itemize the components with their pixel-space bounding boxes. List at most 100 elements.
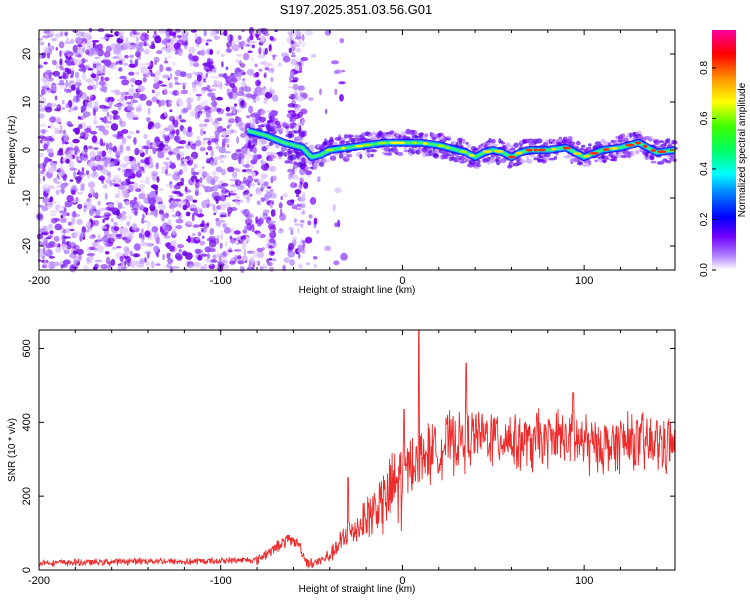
noise-blob — [260, 27, 269, 35]
noise-blob — [145, 62, 151, 66]
noise-blob — [189, 236, 195, 244]
noise-blob — [196, 135, 201, 140]
snr-panel: -200 -100 0 100 0 200 400 600 Height of straigh… — [7, 329, 676, 595]
noise-blob — [288, 226, 294, 231]
noise-blob — [39, 123, 47, 127]
noise-blob — [290, 40, 294, 45]
noise-blob — [225, 189, 229, 193]
signal-halo — [602, 159, 607, 163]
noise-blob — [78, 123, 83, 129]
noise-blob — [80, 115, 87, 119]
noise-blob — [290, 54, 296, 58]
signal-halo — [285, 128, 290, 134]
spectrogram-y-tick-label: 20 — [21, 48, 33, 60]
noise-blob — [71, 185, 77, 189]
noise-blob — [156, 252, 160, 258]
noise-blob — [295, 47, 301, 53]
noise-blob — [176, 90, 179, 97]
noise-blob — [64, 141, 69, 145]
noise-blob — [107, 203, 114, 208]
noise-blob — [163, 60, 169, 64]
noise-blob — [182, 127, 187, 135]
noise-blob — [145, 70, 152, 77]
noise-blob — [271, 258, 277, 262]
noise-blob — [57, 149, 64, 155]
noise-blob — [299, 65, 303, 73]
noise-blob — [288, 242, 295, 251]
noise-blob — [300, 211, 305, 215]
noise-blob — [287, 86, 295, 89]
noise-blob — [167, 124, 175, 132]
noise-blob — [43, 259, 48, 267]
noise-blob — [39, 139, 43, 144]
noise-blob — [203, 130, 206, 135]
signal-halo — [458, 137, 464, 142]
noise-blob — [43, 246, 46, 255]
noise-blob — [278, 62, 282, 67]
noise-blob — [128, 131, 135, 135]
noise-blob — [73, 170, 77, 179]
noise-blob — [69, 142, 73, 147]
signal-halo — [271, 129, 277, 135]
noise-blob — [127, 95, 134, 100]
noise-blob — [223, 29, 228, 37]
noise-blob — [88, 208, 94, 216]
signal-halo — [346, 154, 353, 158]
noise-blob — [98, 80, 106, 86]
noise-blob — [65, 245, 70, 249]
noise-blob — [257, 182, 261, 186]
noise-blob — [81, 72, 87, 81]
noise-blob — [90, 172, 99, 179]
noise-blob — [223, 229, 232, 233]
noise-blob — [69, 179, 74, 182]
noise-blob — [307, 220, 312, 226]
noise-blob — [109, 62, 117, 70]
noise-blob — [148, 121, 155, 127]
noise-blob — [110, 123, 119, 131]
noise-blob — [225, 106, 231, 112]
noise-blob — [264, 47, 268, 55]
noise-blob — [136, 264, 145, 268]
signal-halo — [535, 138, 543, 144]
noise-blob — [169, 109, 173, 112]
noise-blob — [146, 117, 151, 122]
noise-blob — [268, 44, 272, 52]
noise-blob — [133, 197, 138, 201]
noise-blob — [127, 176, 132, 180]
noise-blob — [237, 255, 242, 260]
noise-blob — [112, 134, 120, 138]
noise-blob — [93, 108, 96, 117]
noise-blob — [100, 237, 108, 242]
noise-blob — [74, 82, 82, 87]
noise-blob — [69, 242, 74, 246]
noise-blob — [155, 162, 159, 170]
noise-blob — [106, 111, 110, 118]
signal-peak — [378, 141, 387, 145]
noise-blob — [121, 129, 129, 134]
noise-blob — [293, 92, 299, 100]
noise-blob — [205, 42, 209, 46]
noise-blob — [114, 175, 119, 184]
noise-blob — [267, 68, 275, 73]
noise-blob — [238, 86, 245, 93]
noise-blob — [120, 102, 128, 108]
noise-blob — [71, 265, 79, 270]
signal-halo — [587, 143, 592, 147]
noise-blob — [42, 89, 47, 95]
noise-blob — [154, 60, 158, 65]
noise-blob — [201, 235, 205, 239]
noise-blob — [297, 85, 305, 91]
noise-blob — [47, 166, 56, 174]
noise-blob — [153, 82, 160, 90]
noise-blob — [221, 183, 229, 187]
snr-x-axis-title: Height of straight line (km) — [299, 584, 416, 595]
noise-blob — [38, 107, 47, 112]
noise-blob — [207, 71, 213, 74]
noise-blob — [202, 78, 207, 83]
noise-blob — [125, 145, 131, 152]
noise-blob — [235, 59, 240, 64]
noise-blob — [236, 242, 240, 245]
noise-blob — [101, 108, 109, 113]
noise-blob — [109, 181, 113, 187]
signal-halo — [619, 133, 626, 138]
